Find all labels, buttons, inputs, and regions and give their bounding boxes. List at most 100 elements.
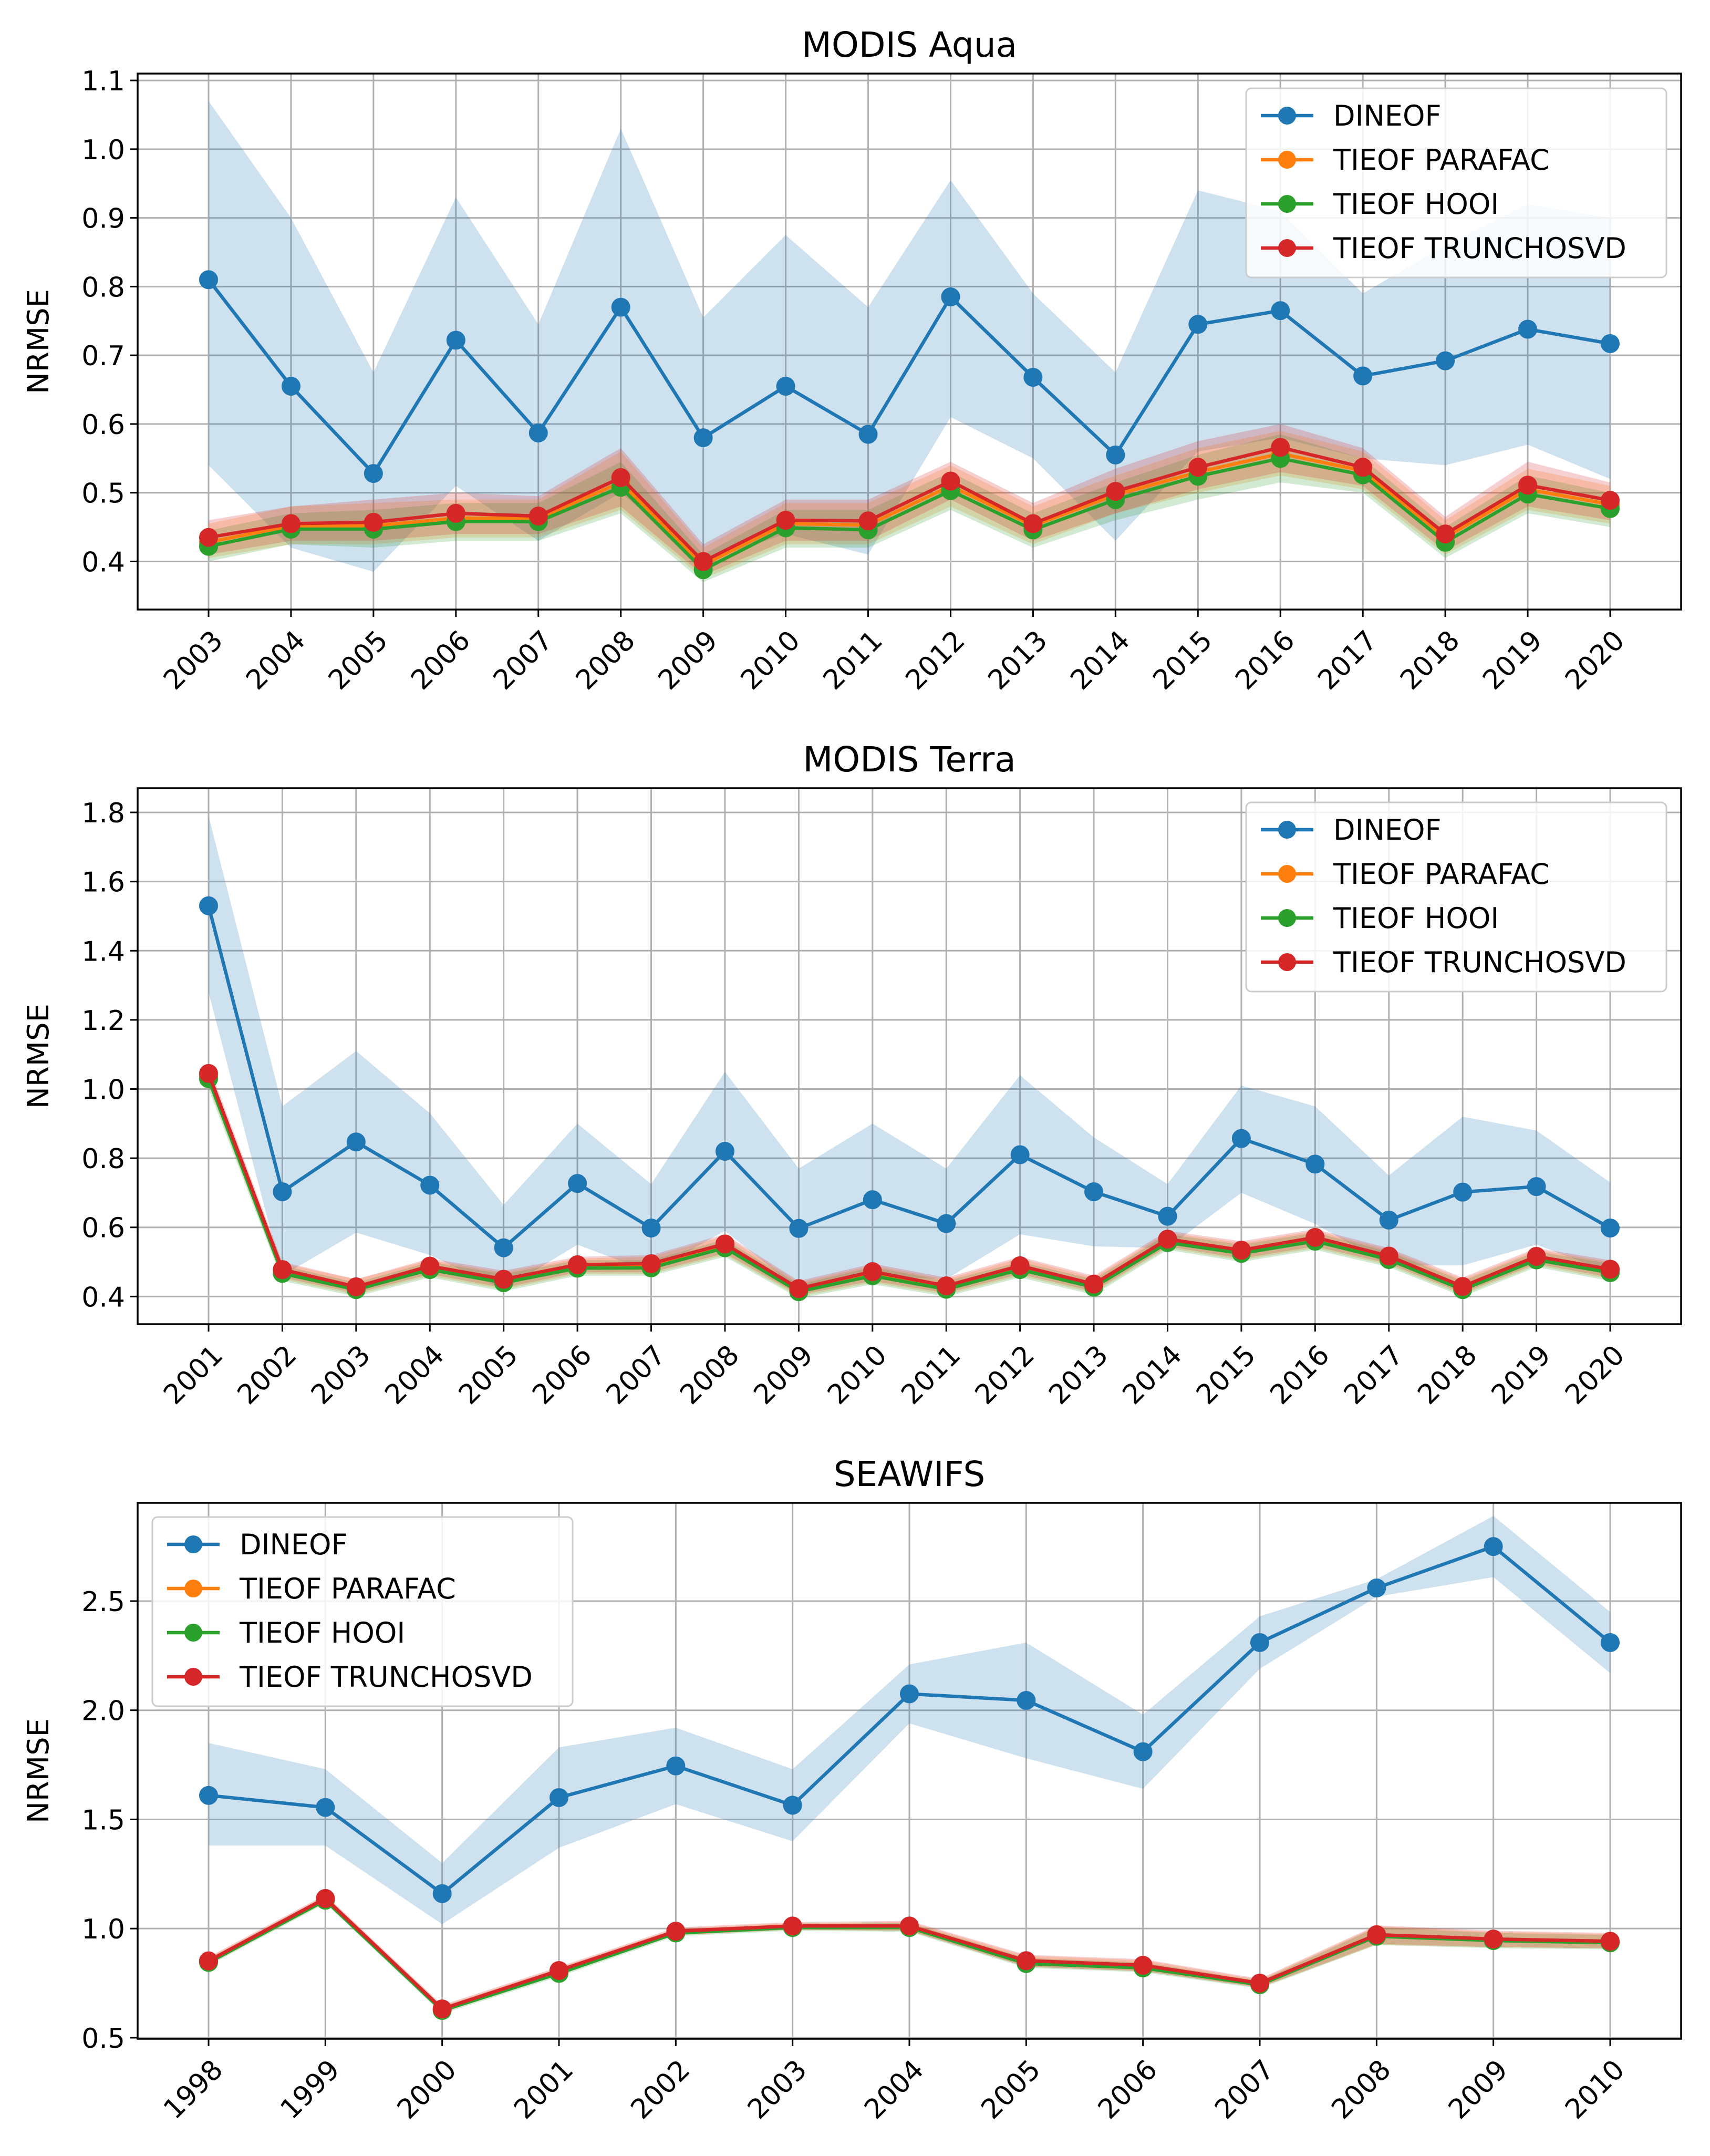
x-tick-label: 2003 <box>158 625 229 696</box>
data-point <box>937 1214 956 1233</box>
y-tick-label: 2.5 <box>81 1586 125 1618</box>
legend-marker <box>184 1624 202 1642</box>
y-tick-label: 1.0 <box>81 135 125 166</box>
legend-marker <box>184 1580 202 1597</box>
legend-item: DINEOF <box>1261 813 1442 847</box>
chart-panel: 0.4 0.5 0.6 0.7 0.8 0.9 1.0 1.1 2003 2004 2005 2006… <box>22 25 1682 696</box>
legend-label: TIEOF HOOI <box>1333 188 1499 221</box>
legend-label: TIEOF TRUNCHOSVD <box>1333 946 1626 979</box>
data-point <box>1023 368 1043 387</box>
x-tick-label: 2002 <box>232 1339 303 1411</box>
data-point <box>199 528 218 547</box>
legend-item: TIEOF TRUNCHOSVD <box>1261 946 1626 979</box>
data-point <box>346 1277 366 1296</box>
data-point <box>1271 301 1290 321</box>
data-point <box>432 1999 452 2019</box>
data-point <box>1379 1210 1398 1230</box>
data-point <box>1601 334 1620 353</box>
legend-label: DINEOF <box>1333 813 1442 847</box>
data-point <box>1133 1742 1153 1761</box>
x-tick-label: 2001 <box>158 1339 229 1411</box>
data-point <box>783 1796 802 1815</box>
series-dineof <box>199 1537 1620 1903</box>
data-point <box>550 1961 568 1980</box>
y-axis-label: NRMSE <box>22 1718 56 1823</box>
legend-marker <box>1278 865 1296 883</box>
series-line <box>208 457 1611 572</box>
data-point <box>1158 1230 1177 1249</box>
legend-box <box>1245 801 1667 993</box>
chart-panel: 0.5 1.0 1.5 2.0 2.5 1998 1999 2000 2001 2002 2003 2… <box>22 1454 1682 2126</box>
x-tick-label: 2002 <box>625 2054 697 2126</box>
y-axis-label: NRMSE <box>22 289 56 394</box>
data-point <box>199 1064 218 1083</box>
x-tick-label: 2004 <box>858 2054 930 2126</box>
x-tick-label: 2011 <box>817 625 889 696</box>
legend-item: TIEOF TRUNCHOSVD <box>167 1660 533 1694</box>
data-point <box>641 1254 661 1273</box>
x-tick-label: 2017 <box>1312 625 1383 696</box>
data-point <box>494 1270 513 1289</box>
data-point <box>776 511 795 530</box>
legend-label: TIEOF TRUNCHOSVD <box>239 1660 533 1694</box>
data-point <box>494 1238 513 1257</box>
data-point <box>1106 445 1125 465</box>
legend-box <box>1245 87 1667 278</box>
x-tick-label: 2000 <box>391 2054 463 2126</box>
y-tick-label: 1.8 <box>81 798 125 829</box>
data-point <box>1484 1537 1503 1556</box>
data-point <box>715 1234 734 1254</box>
series-dineof <box>199 896 1620 1257</box>
data-point <box>900 1684 919 1704</box>
data-point <box>1250 1633 1269 1652</box>
data-point <box>446 331 465 350</box>
legend-marker <box>1278 151 1296 169</box>
data-point <box>568 1255 587 1274</box>
legend-item: TIEOF HOOI <box>1261 902 1499 935</box>
x-tick-label: 2010 <box>735 625 806 696</box>
data-point <box>420 1256 440 1276</box>
legend-label: TIEOF PARAFAC <box>1333 858 1550 891</box>
y-tick-label: 0.8 <box>81 1143 125 1175</box>
legend-label: TIEOF HOOI <box>1333 902 1499 935</box>
data-point <box>1231 1129 1251 1148</box>
data-point <box>1010 1145 1030 1164</box>
data-point <box>858 425 878 444</box>
legend-item: TIEOF HOOI <box>1261 188 1499 221</box>
data-point <box>273 1182 292 1201</box>
data-point <box>1453 1182 1473 1202</box>
legend-marker <box>1278 821 1296 839</box>
axes-frame <box>137 73 1682 611</box>
data-point <box>1601 1633 1620 1652</box>
x-tick-label: 2004 <box>240 625 312 696</box>
series-tieof-trunchosvd <box>199 1889 1620 2019</box>
legend-item: TIEOF PARAFAC <box>167 1572 456 1605</box>
series-tieof-trunchosvd <box>199 438 1620 571</box>
legend-box <box>151 1516 574 1707</box>
data-point <box>1188 315 1208 334</box>
data-point <box>432 1884 452 1903</box>
y-tick-label: 0.9 <box>81 203 125 235</box>
data-point <box>281 377 300 396</box>
legend-label: DINEOF <box>1333 99 1442 132</box>
data-point <box>316 1798 335 1817</box>
y-tick-label: 1.2 <box>81 1005 125 1037</box>
data-point <box>900 1916 919 1936</box>
legend-item: TIEOF PARAFAC <box>1261 858 1550 891</box>
data-point <box>199 1786 218 1805</box>
data-point <box>937 1276 956 1295</box>
band-dineof <box>209 816 1610 1290</box>
data-point <box>1436 351 1455 370</box>
legend-marker <box>1278 909 1296 927</box>
chart-title: MODIS Aqua <box>802 25 1017 65</box>
data-point <box>789 1219 809 1238</box>
y-tick-label: 1.1 <box>81 66 125 97</box>
y-tick-label: 1.4 <box>81 936 125 967</box>
x-tick-label: 2005 <box>976 2054 1047 2126</box>
data-point <box>1379 1246 1398 1266</box>
legend-item: TIEOF TRUNCHOSVD <box>1261 232 1626 265</box>
x-tick-label: 2019 <box>1477 625 1548 696</box>
x-tick-label: 2011 <box>895 1339 967 1411</box>
legend-marker <box>184 1535 202 1553</box>
x-tick-label: 2005 <box>323 625 394 696</box>
